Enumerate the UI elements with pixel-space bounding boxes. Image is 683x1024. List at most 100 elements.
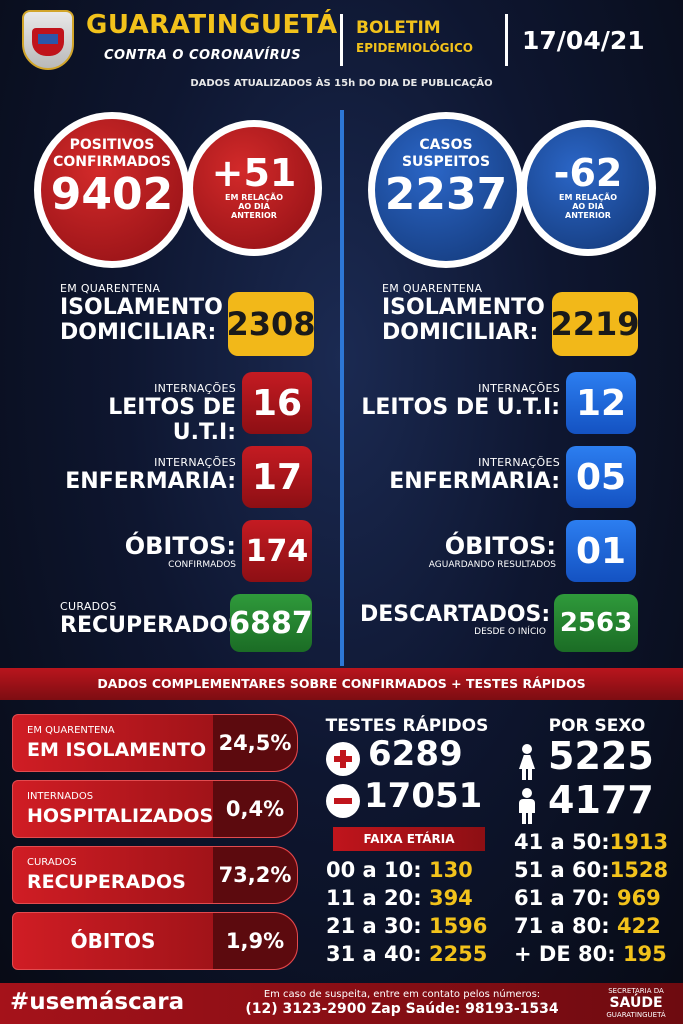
pill-value: 73,2%	[213, 847, 297, 903]
pill-big: EM ISOLAMENTO	[27, 739, 207, 761]
age-label: 61 a 70:	[514, 886, 610, 910]
publication-date: 17/04/21	[522, 26, 645, 55]
suspects-value: 2237	[384, 169, 508, 220]
age-value: 394	[428, 886, 473, 910]
confirmed-value: 9402	[50, 169, 174, 220]
confirmed-label-2: CONFIRMADOS	[53, 154, 171, 170]
age-value: 2255	[428, 942, 488, 966]
secretaria-logo: SECRETARIA DA SAÚDE GUARATINGUETÁ	[596, 987, 676, 1020]
header-divider	[340, 14, 343, 66]
sex-male-value: 4177	[548, 778, 654, 822]
hashtag: #usemáscara	[10, 989, 185, 1015]
pill-small: CURADOS	[27, 857, 77, 868]
age-row: 41 a 50:1913	[514, 830, 668, 854]
obitos-value-box: 01	[566, 520, 636, 582]
uti-label: INTERNAÇÕES LEITOS DE U.T.I:	[40, 382, 236, 445]
obitos-label: ÓBITOS: AGUARDANDO RESULTADOS	[360, 532, 556, 570]
sex-female-value: 5225	[548, 734, 654, 778]
uti-small: INTERNAÇÕES	[478, 382, 560, 395]
age-row: 00 a 10: 130	[326, 858, 473, 882]
pill-isolamento: EM QUARENTENA EM ISOLAMENTO 24,5%	[12, 714, 298, 772]
age-value: 969	[616, 886, 661, 910]
confirmed-circle: POSITIVOS CONFIRMADOS 9402	[34, 112, 190, 268]
enfermaria-small: INTERNAÇÕES	[154, 456, 236, 469]
complementary-banner: DADOS COMPLEMENTARES SOBRE CONFIRMADOS +…	[0, 668, 683, 700]
confirmed-delta-value: +51	[211, 151, 297, 195]
age-value: 195	[622, 942, 667, 966]
obitos-label: ÓBITOS: CONFIRMADOS	[40, 532, 236, 570]
campaign-subtitle: CONTRA O CORONAVÍRUS	[104, 48, 302, 63]
pill-big: ÓBITOS	[70, 929, 156, 953]
pill-small: INTERNADOS	[27, 791, 94, 802]
suspects-label-2: SUSPEITOS	[401, 154, 491, 170]
quarantine-big-2: DOMICILIAR:	[382, 320, 539, 345]
quarantine-big-1: ISOLAMENTO	[60, 295, 223, 320]
curados-label: CURADOS RECUPERADOS:	[60, 600, 253, 638]
contact-info: Em caso de suspeita, entre em contato pe…	[222, 988, 582, 1016]
uti-big: LEITOS DE U.T.I:	[361, 395, 560, 420]
uti-label: INTERNAÇÕES LEITOS DE U.T.I:	[360, 382, 560, 420]
age-row: 71 a 80: 422	[514, 914, 661, 938]
header: GUARATINGUETÁ CONTRA O CORONAVÍRUS BOLET…	[0, 0, 683, 100]
descartados-label: DESCARTADOS: DESDE O INÍCIO	[360, 602, 551, 637]
age-row: 31 a 40: 2255	[326, 942, 487, 966]
enfermaria-small: INTERNAÇÕES	[478, 456, 560, 469]
quarantine-label: EM QUARENTENA ISOLAMENTO DOMICILIAR:	[60, 282, 223, 345]
minus-icon	[326, 784, 360, 818]
pill-value: 24,5%	[213, 715, 297, 771]
sec-line2: SAÚDE	[609, 995, 663, 1011]
enfermaria-big: ENFERMARIA:	[389, 469, 560, 494]
uti-value-box: 16	[242, 372, 312, 434]
pill-small: EM QUARENTENA	[27, 725, 115, 736]
delta-caption: AO DIA	[572, 202, 604, 211]
age-label: 71 a 80:	[514, 914, 610, 938]
tests-negative: 17051	[364, 776, 483, 816]
obitos-small: AGUARDANDO RESULTADOS	[428, 560, 556, 570]
age-row: 21 a 30: 1596	[326, 914, 487, 938]
uti-big: LEITOS DE U.T.I:	[108, 395, 236, 445]
curados-small: CURADOS	[60, 600, 117, 613]
boletim-line1: BOLETIM	[356, 18, 441, 38]
age-value: 1913	[609, 830, 669, 854]
obitos-big: ÓBITOS:	[444, 532, 556, 560]
suspects-delta-circle: -62 EM RELAÇÃO AO DIA ANTERIOR	[520, 120, 656, 256]
center-divider	[340, 110, 344, 666]
age-title: FAIXA ETÁRIA	[333, 827, 485, 851]
sec-line3: GUARATINGUETÁ	[606, 1011, 666, 1019]
age-row: 51 a 60:1528	[514, 858, 668, 882]
tests-title: TESTES RÁPIDOS	[325, 716, 489, 736]
age-label: 51 a 60:	[514, 858, 610, 882]
suspects-circle: CASOS SUSPEITOS 2237	[368, 112, 524, 268]
age-label: 31 a 40:	[326, 942, 422, 966]
quarantine-big-2: DOMICILIAR:	[60, 320, 217, 345]
curados-value-box: 6887	[229, 594, 313, 652]
quarantine-value-box: 2308	[226, 292, 316, 356]
descartados-small: DESDE O INÍCIO	[474, 627, 546, 637]
uti-value-box: 12	[566, 372, 636, 434]
female-person-icon	[516, 744, 538, 780]
age-label: 11 a 20:	[326, 886, 422, 910]
age-row: 11 a 20: 394	[326, 886, 473, 910]
age-row: + DE 80: 195	[514, 942, 667, 966]
pill-value: 1,9%	[213, 913, 297, 969]
delta-caption: AO DIA	[238, 202, 270, 211]
sec-line1: SECRETARIA DA	[608, 987, 664, 995]
descartados-value-box: 2563	[554, 594, 638, 652]
pill-recuperados: CURADOS RECUPERADOS 73,2%	[12, 846, 298, 904]
descartados-big: DESCARTADOS:	[360, 602, 551, 627]
confirmed-label-1: POSITIVOS	[69, 137, 155, 153]
obitos-big: ÓBITOS:	[124, 532, 236, 560]
age-value: 130	[428, 858, 473, 882]
pill-value: 0,4%	[213, 781, 297, 837]
enfermaria-label: INTERNAÇÕES ENFERMARIA:	[360, 456, 560, 494]
age-label: + DE 80:	[514, 942, 616, 966]
pill-big: HOSPITALIZADOS	[27, 805, 214, 827]
contact-line1: Em caso de suspeita, entre em contato pe…	[263, 989, 541, 1000]
quarantine-big-1: ISOLAMENTO	[382, 295, 545, 320]
age-value: 1528	[609, 858, 669, 882]
enfermaria-big: ENFERMARIA:	[65, 469, 236, 494]
confirmed-delta-circle: +51 EM RELAÇÃO AO DIA ANTERIOR	[186, 120, 322, 256]
boletim-label: BOLETIM EPIDEMIOLÓGICO	[356, 18, 473, 58]
male-person-icon	[516, 788, 538, 824]
